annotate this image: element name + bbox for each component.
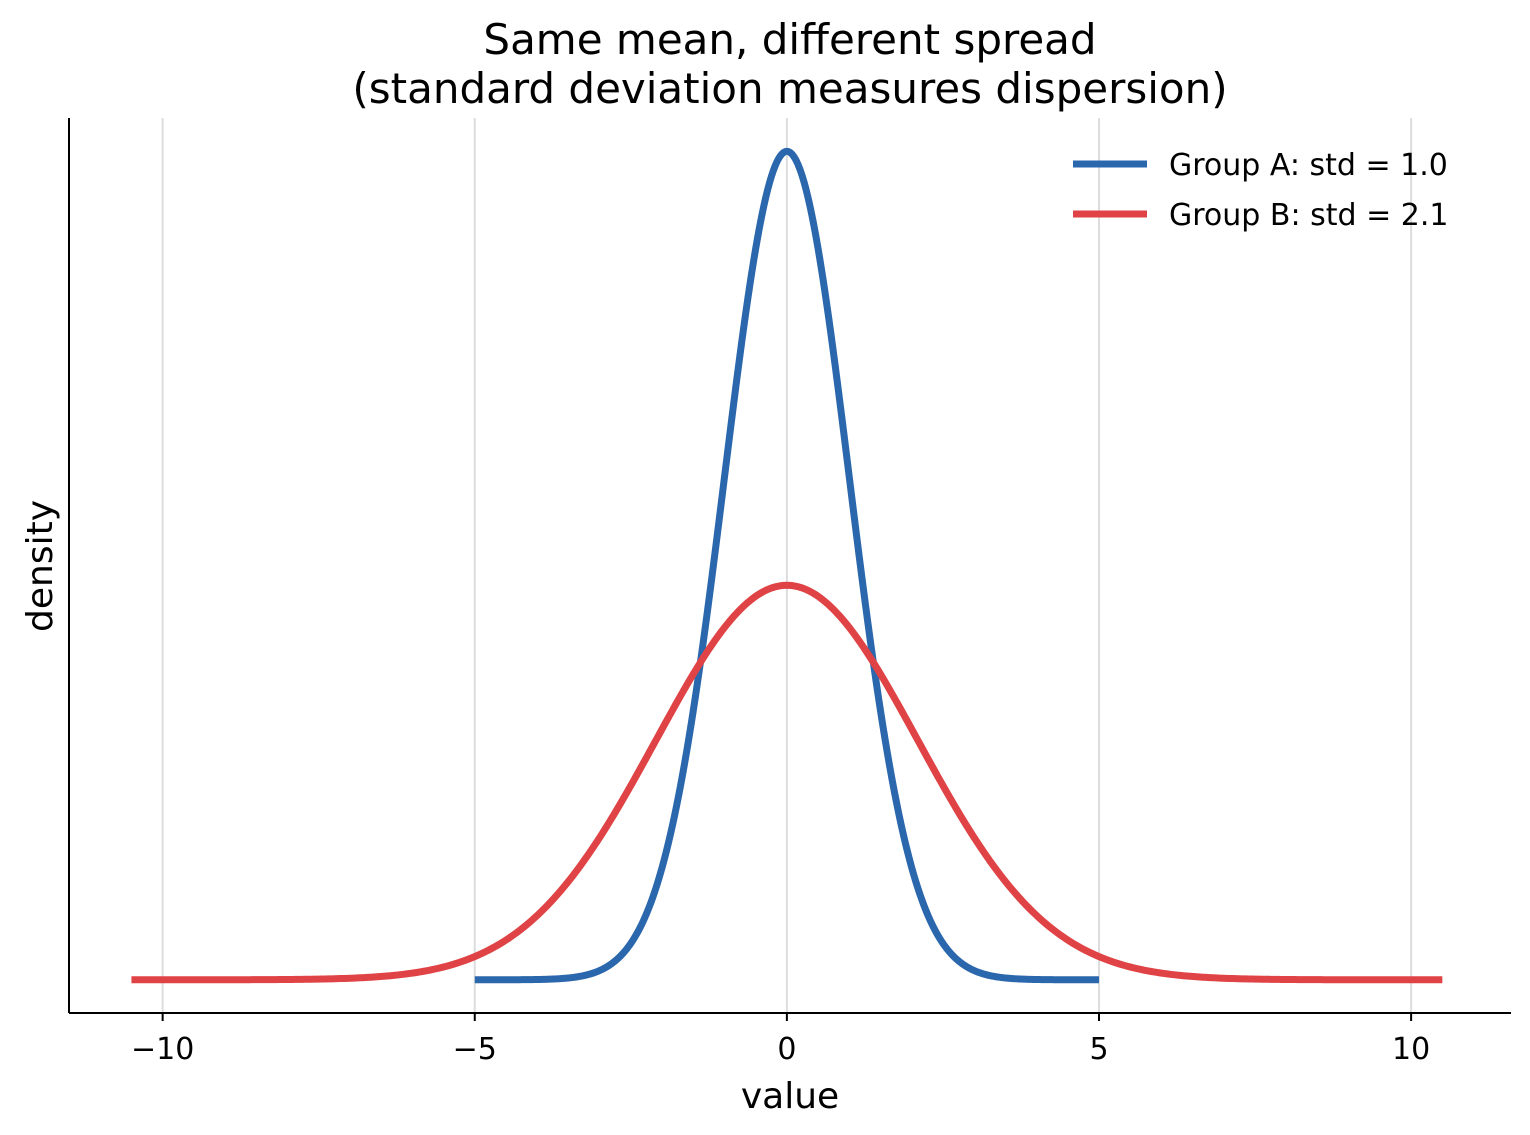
legend-label-group-b: Group B: std = 2.1 — [1169, 198, 1448, 233]
x-axis-label: value — [741, 1076, 839, 1117]
x-ticks: −10 −5 0 5 10 — [131, 1013, 1430, 1067]
series-layer — [131, 147, 1443, 984]
y-axis-label: density — [20, 500, 61, 632]
grid-lines — [161, 118, 1413, 1013]
x-tick-label: 10 — [1392, 1032, 1430, 1067]
x-tick-label: −5 — [453, 1032, 497, 1067]
x-tick-label: 5 — [1089, 1032, 1108, 1067]
x-tick-label: −10 — [131, 1032, 194, 1067]
chart-subtitle: (standard deviation measures dispersion) — [352, 64, 1227, 113]
x-tick-label: 0 — [777, 1032, 796, 1067]
axes — [68, 118, 1511, 1014]
chart-title: Same mean, different spread — [483, 15, 1096, 64]
series-line-group-a — [472, 147, 1101, 984]
legend-label-group-a: Group A: std = 1.0 — [1169, 148, 1448, 183]
series-line-group-b — [131, 581, 1443, 984]
legend: Group A: std = 1.0 Group B: std = 2.1 — [1073, 148, 1448, 233]
